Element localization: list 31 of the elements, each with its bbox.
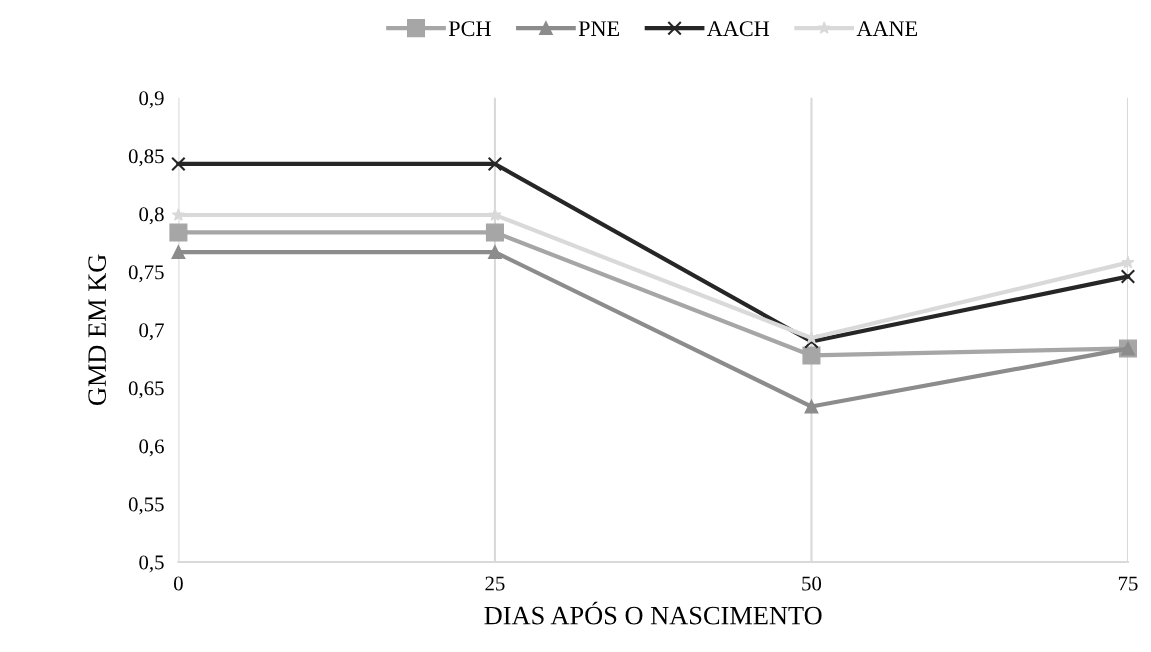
point [169, 223, 188, 242]
y-tick-label: 0,5 [139, 555, 164, 573]
y-axis-title: GMD EM KG [88, 254, 107, 406]
x-tick-label: 0 [173, 576, 183, 591]
x-tick-label: 25 [485, 576, 505, 591]
y-tick-label: 0,85 [128, 149, 164, 167]
point [485, 223, 504, 242]
y-tick-label: 0,6 [139, 439, 164, 457]
point [488, 208, 502, 221]
y-tick-label: 0,65 [128, 381, 164, 399]
y-tick-label: 0,7 [139, 323, 164, 341]
legend-label: AANE [856, 21, 918, 36]
x-axis-title: DIAS APÓS O NASCIMENTO [484, 601, 822, 625]
y-tick-label: 0,75 [128, 265, 164, 283]
point [802, 346, 821, 365]
legend-label: PNE [578, 21, 620, 36]
point [1120, 269, 1136, 284]
point [487, 156, 503, 172]
y-tick-label: 0,9 [139, 91, 164, 109]
point [171, 208, 186, 221]
y-tick-label: 0,8 [139, 207, 164, 225]
y-tick-label: 0,55 [128, 497, 164, 515]
legend-label: PCH [448, 21, 491, 37]
point [171, 245, 186, 260]
point [804, 399, 819, 414]
point [1121, 255, 1135, 269]
point [487, 245, 502, 260]
x-tick-label: 75 [1118, 576, 1138, 591]
point [171, 156, 186, 172]
legend-label: AACH [707, 21, 770, 37]
x-tick-label: 50 [802, 576, 822, 591]
